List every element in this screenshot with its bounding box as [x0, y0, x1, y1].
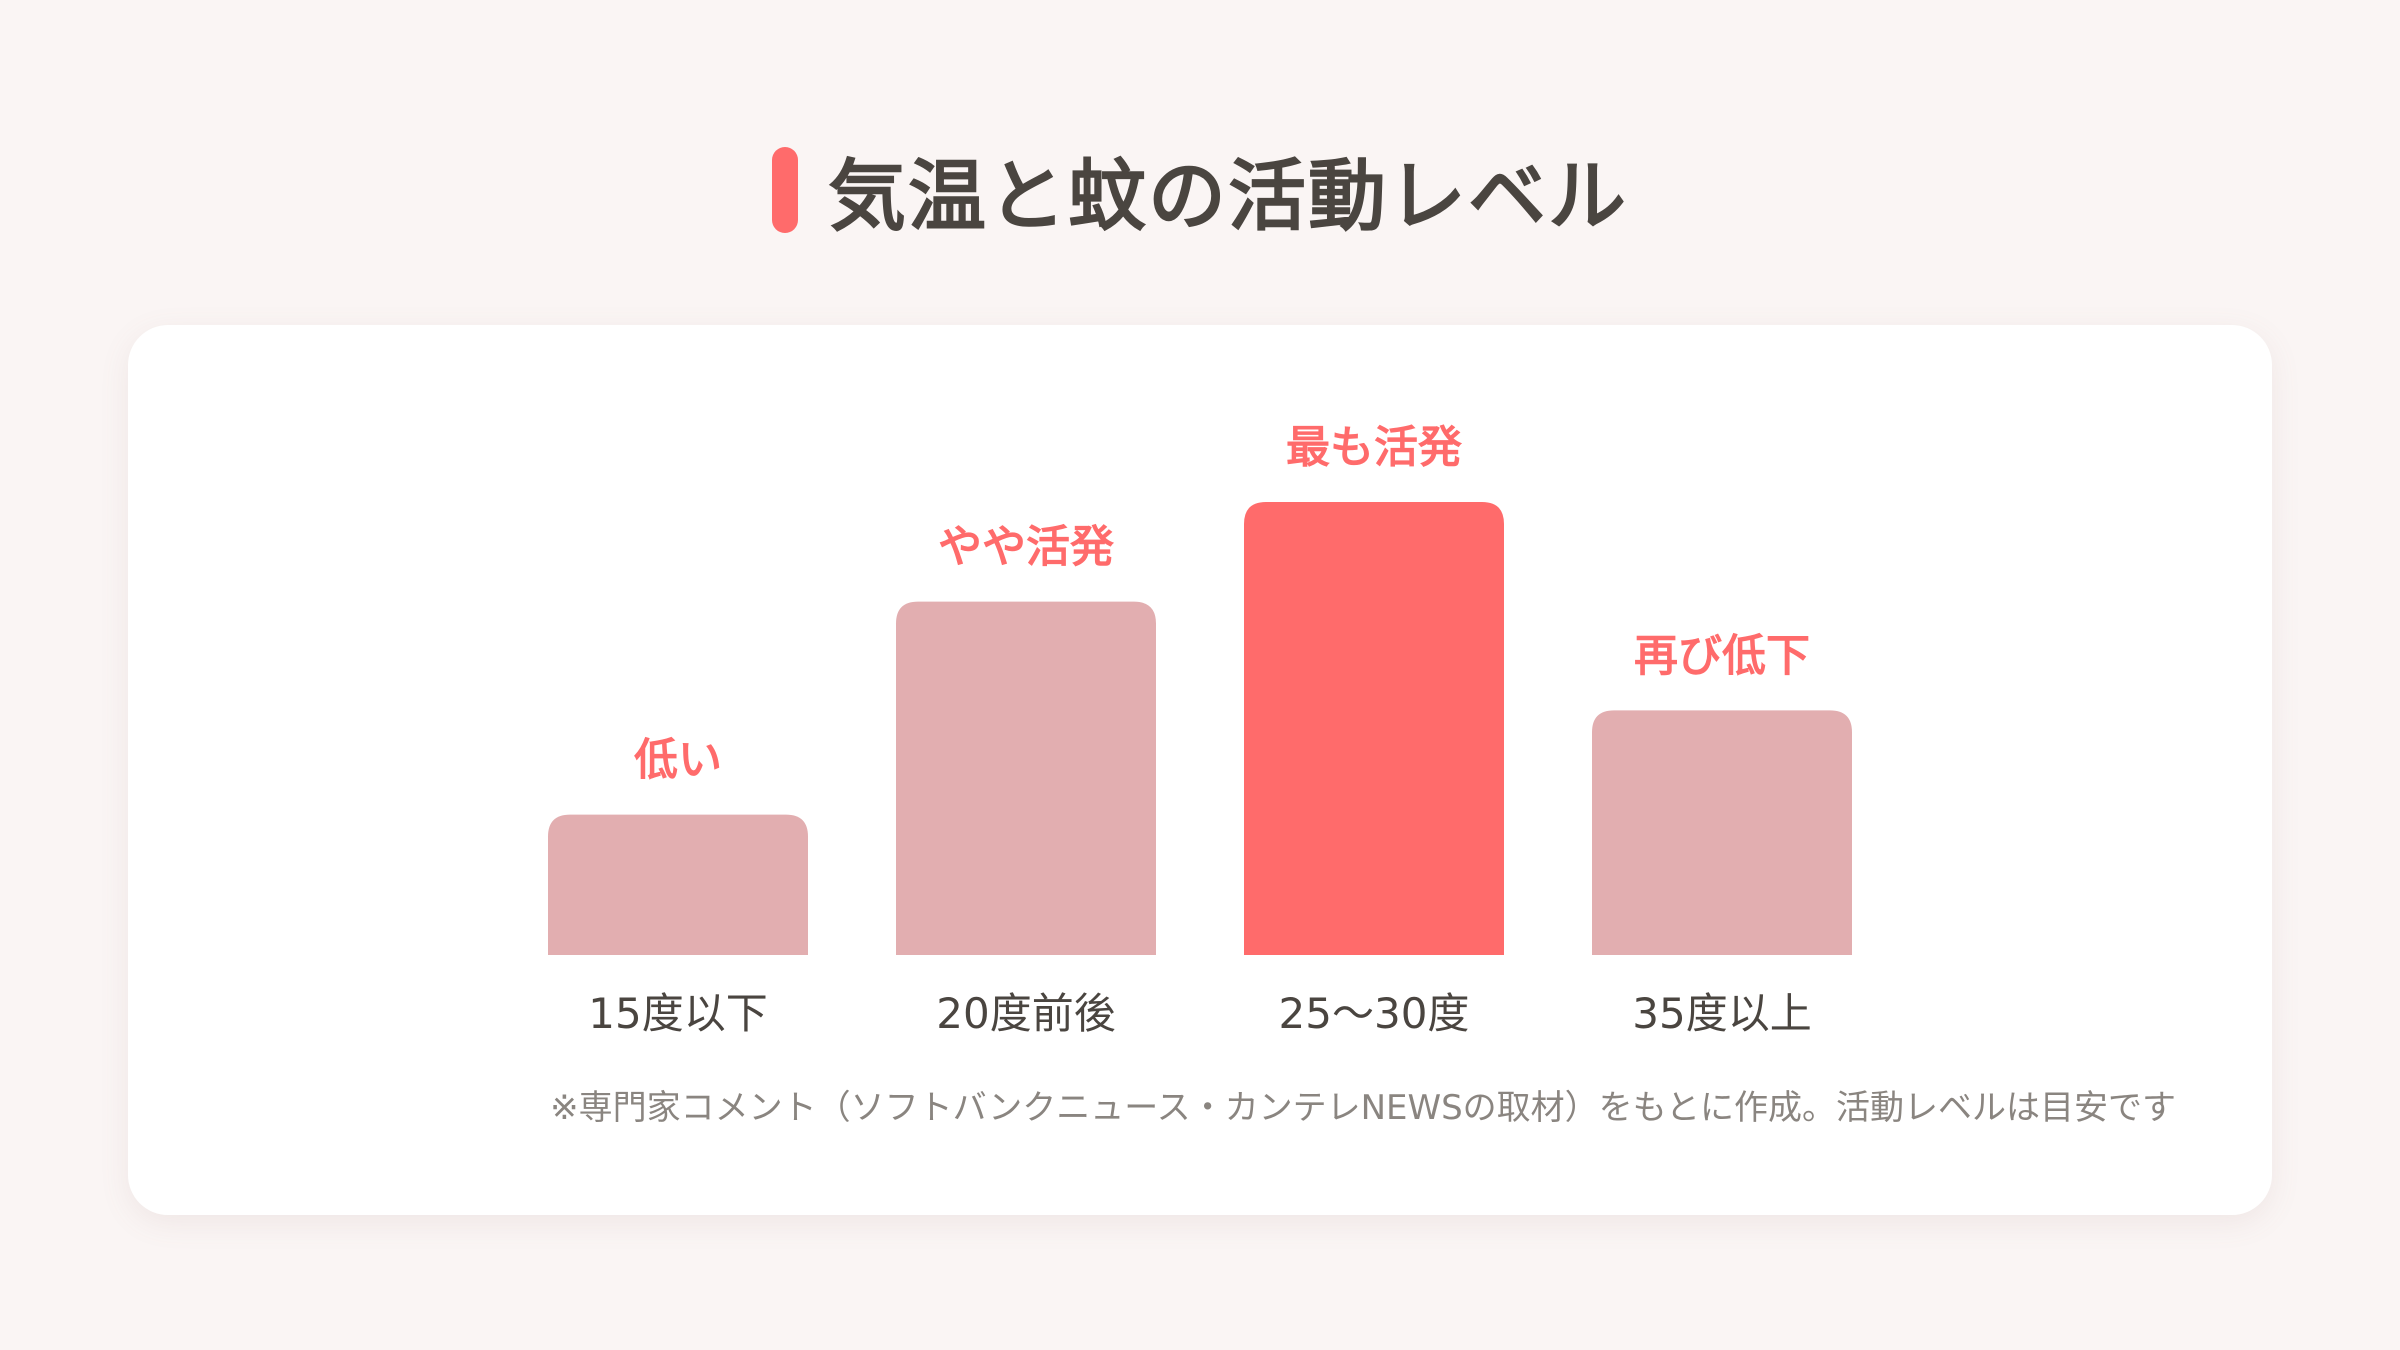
bar-3 — [1244, 502, 1504, 955]
bar-4 — [1592, 710, 1852, 955]
data-label-1: 低い — [634, 735, 722, 786]
data-label-3: 最も活発 — [1286, 422, 1463, 473]
category-label-4: 35度以上 — [1632, 989, 1811, 1038]
page-title: 気温と蚊の活動レベル — [827, 152, 1628, 242]
data-label-4: 再び低下 — [1634, 630, 1810, 681]
category-label-2: 20度前後 — [936, 989, 1115, 1038]
title-row: 気温と蚊の活動レベル — [0, 135, 2400, 245]
bar-2 — [896, 601, 1156, 955]
category-label-3: 25〜30度 — [1279, 989, 1470, 1038]
title-accent-bar — [771, 147, 798, 233]
category-label-1: 15度以下 — [588, 989, 767, 1038]
bar-1 — [548, 814, 808, 955]
source-note: ※専門家コメント（ソフトバンクニュース・カンテレNEWSの取材）をもとに作成。活… — [550, 1088, 2176, 1128]
data-label-2: やや活発 — [938, 522, 1115, 573]
chart-card — [128, 325, 2272, 1215]
